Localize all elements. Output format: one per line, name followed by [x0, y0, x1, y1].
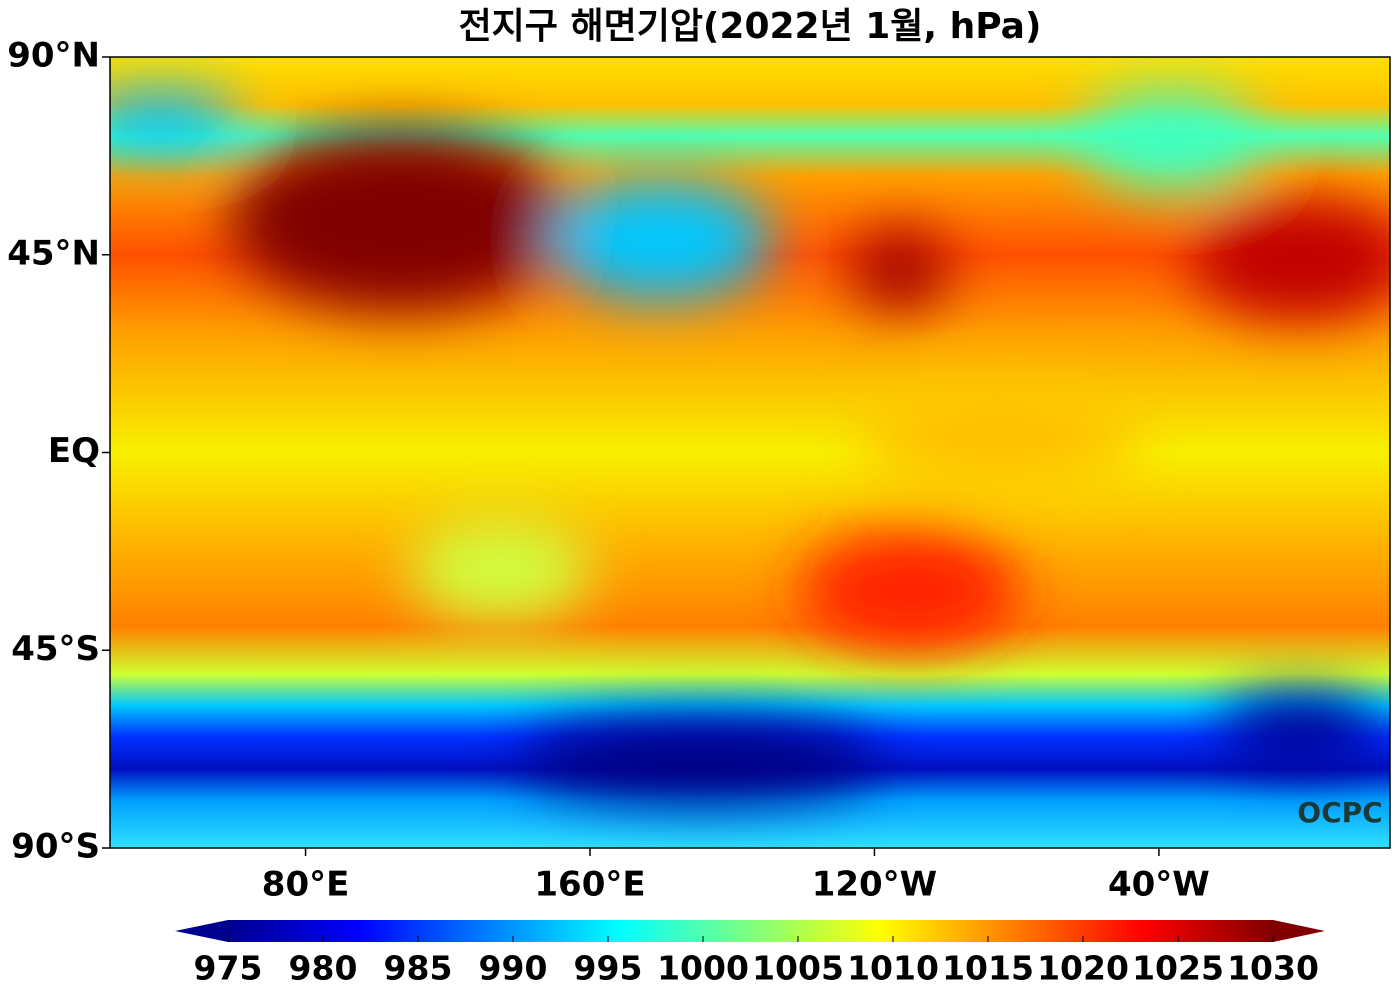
colorbar-high-extend — [1273, 920, 1325, 942]
pressure-field — [110, 57, 1390, 848]
y-tick-label: 45°S — [11, 629, 100, 669]
map-title: 전지구 해면기압(2022년 1월, hPa) — [459, 6, 1042, 47]
x-tick-label: 80°E — [262, 865, 350, 905]
y-tick-label: EQ — [48, 431, 100, 471]
colorbar-tick-label: 1015 — [942, 949, 1034, 988]
colorbar-tick-label: 975 — [194, 949, 263, 988]
y-tick-label: 45°N — [7, 233, 100, 273]
y-tick-label: 90°N — [7, 36, 100, 76]
x-tick-label: 120°W — [812, 865, 937, 905]
colorbar-tick-label: 1000 — [657, 949, 749, 988]
colorbar-tick-label: 985 — [384, 949, 453, 988]
colorbar-low-extend — [175, 920, 228, 942]
x-tick-label: 160°E — [534, 865, 645, 905]
colorbar-tick-label: 1030 — [1227, 949, 1319, 988]
colorbar-tick-label: 980 — [289, 949, 358, 988]
colorbar-tick-label: 1005 — [752, 949, 844, 988]
colorbar — [228, 920, 1273, 942]
colorbar-tick-label: 990 — [479, 949, 548, 988]
logo: OCPC — [1297, 796, 1382, 829]
x-tick-label: 40°W — [1108, 865, 1210, 905]
colorbar-tick-label: 995 — [574, 949, 643, 988]
y-tick-label: 90°S — [11, 827, 100, 867]
colorbar-tick-label: 1020 — [1037, 949, 1129, 988]
colorbar-tick-label: 1010 — [847, 949, 939, 988]
colorbar-tick-label: 1025 — [1132, 949, 1224, 988]
